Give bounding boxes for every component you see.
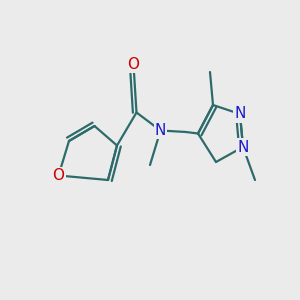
Text: O: O [52,168,64,183]
Text: N: N [237,140,249,154]
Text: N: N [155,123,166,138]
Text: N: N [234,106,246,122]
Text: O: O [128,57,140,72]
